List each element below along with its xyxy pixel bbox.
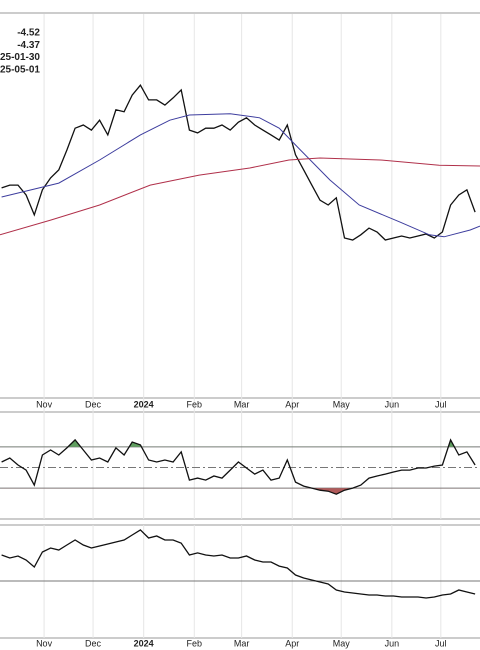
x-tick-label: Mar xyxy=(234,638,250,648)
series-line xyxy=(0,157,480,236)
annotation: -4.37 xyxy=(17,40,40,51)
annotation: 25-01-30 xyxy=(0,52,40,63)
x-tick-label: Nov xyxy=(36,399,53,409)
series-line xyxy=(1,113,480,238)
series-line xyxy=(1,529,476,599)
x-tick-label: Dec xyxy=(85,638,102,648)
x-tick-label: Apr xyxy=(285,638,299,648)
annotation: -4.52 xyxy=(17,28,40,39)
x-tick-label: Feb xyxy=(187,399,203,409)
series-line xyxy=(1,438,476,495)
series-line xyxy=(1,84,476,241)
x-tick-label: 2024 xyxy=(134,638,154,648)
x-tick-label: Jul xyxy=(435,638,447,648)
x-tick-label: Apr xyxy=(285,399,299,409)
x-tick-label: Jul xyxy=(435,399,447,409)
x-tick-label: Feb xyxy=(187,638,203,648)
x-tick-label: Mar xyxy=(234,399,250,409)
annotation: 25-05-01 xyxy=(0,65,40,76)
x-tick-label: Dec xyxy=(85,399,102,409)
x-tick-label: Nov xyxy=(36,638,53,648)
x-tick-label: May xyxy=(333,638,351,648)
x-tick-label: 2024 xyxy=(134,399,154,409)
x-tick-label: Jun xyxy=(385,638,400,648)
x-tick-label: Jun xyxy=(385,399,400,409)
x-tick-label: May xyxy=(333,399,351,409)
